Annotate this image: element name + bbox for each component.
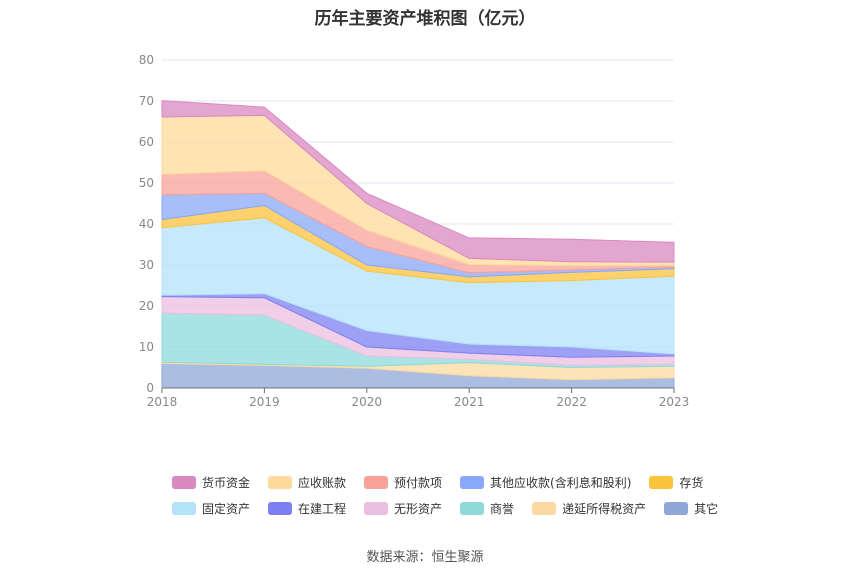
- legend-label: 应收账款: [298, 475, 347, 490]
- legend-label: 预付款项: [394, 475, 443, 490]
- legend-item[interactable]: 在建工程: [268, 500, 346, 517]
- x-tick-label: 2018: [147, 395, 178, 409]
- legend-item[interactable]: 递延所得税资产: [532, 500, 646, 517]
- data-source: 数据来源：恒生聚源: [366, 550, 484, 565]
- legend-label: 其他应收款(含利息和股利): [490, 475, 632, 490]
- legend-swatch: [460, 501, 485, 515]
- legend-item[interactable]: 固定资产: [172, 500, 250, 517]
- y-tick-label: 0: [146, 381, 154, 395]
- legend-swatch: [460, 475, 485, 489]
- x-tick-label: 2020: [352, 395, 383, 409]
- x-tick-label: 2022: [556, 395, 587, 409]
- y-tick-label: 60: [139, 135, 154, 149]
- legend-item[interactable]: 应收账款: [268, 474, 346, 491]
- legend-item[interactable]: 其他应收款(含利息和股利): [460, 474, 631, 491]
- area-series: [161, 100, 675, 389]
- y-tick-label: 50: [139, 176, 154, 190]
- legend-label: 递延所得税资产: [562, 501, 647, 516]
- legend-label: 固定资产: [202, 501, 251, 516]
- legend-swatch: [364, 475, 389, 489]
- chart-title: 历年主要资产堆积图（亿元）: [314, 9, 536, 29]
- legend-item[interactable]: 其它: [664, 500, 718, 517]
- y-tick-label: 30: [139, 258, 154, 272]
- legend-swatch: [532, 501, 557, 515]
- legend-item[interactable]: 商誉: [460, 500, 514, 517]
- legend-label: 存货: [679, 475, 704, 490]
- legend-label: 商誉: [490, 501, 515, 516]
- axes: 0 10 20 30 40 50 60 70 80 2018 2019 2020 2021 2022 202…: [139, 53, 690, 409]
- legend-row-2: 固定资产 在建工程 无形资产 商誉 递延所得税资产 其它: [172, 498, 718, 518]
- legend-item[interactable]: 存货: [649, 474, 703, 491]
- legend-label: 在建工程: [298, 501, 347, 516]
- legend-label: 货币资金: [202, 475, 251, 490]
- legend: 货币资金 应收账款 预付款项 其他应收款(含利息和股利) 存货 固定资: [172, 472, 718, 524]
- legend-row-1: 货币资金 应收账款 预付款项 其他应收款(含利息和股利) 存货: [172, 472, 712, 492]
- area-货币资金: [161, 100, 675, 263]
- legend-item[interactable]: 预付款项: [364, 474, 442, 491]
- legend-swatch: [268, 501, 293, 515]
- y-tick-label: 10: [139, 340, 154, 354]
- legend-swatch: [268, 475, 293, 489]
- x-tick-label: 2019: [249, 395, 280, 409]
- y-tick-label: 20: [139, 299, 154, 313]
- legend-swatch: [172, 475, 196, 489]
- legend-swatch: [664, 501, 689, 515]
- legend-item[interactable]: 货币资金: [172, 474, 250, 491]
- legend-label: 无形资产: [394, 501, 443, 516]
- y-tick-label: 70: [139, 94, 154, 108]
- legend-swatch: [172, 501, 196, 515]
- legend-swatch: [364, 501, 389, 515]
- x-tick-label: 2023: [659, 395, 690, 409]
- legend-swatch: [649, 475, 674, 489]
- y-tick-label: 40: [139, 217, 154, 231]
- legend-label: 其它: [694, 501, 719, 516]
- legend-item[interactable]: 无形资产: [364, 500, 442, 517]
- x-tick-label: 2021: [454, 395, 485, 409]
- y-tick-label: 80: [139, 53, 154, 67]
